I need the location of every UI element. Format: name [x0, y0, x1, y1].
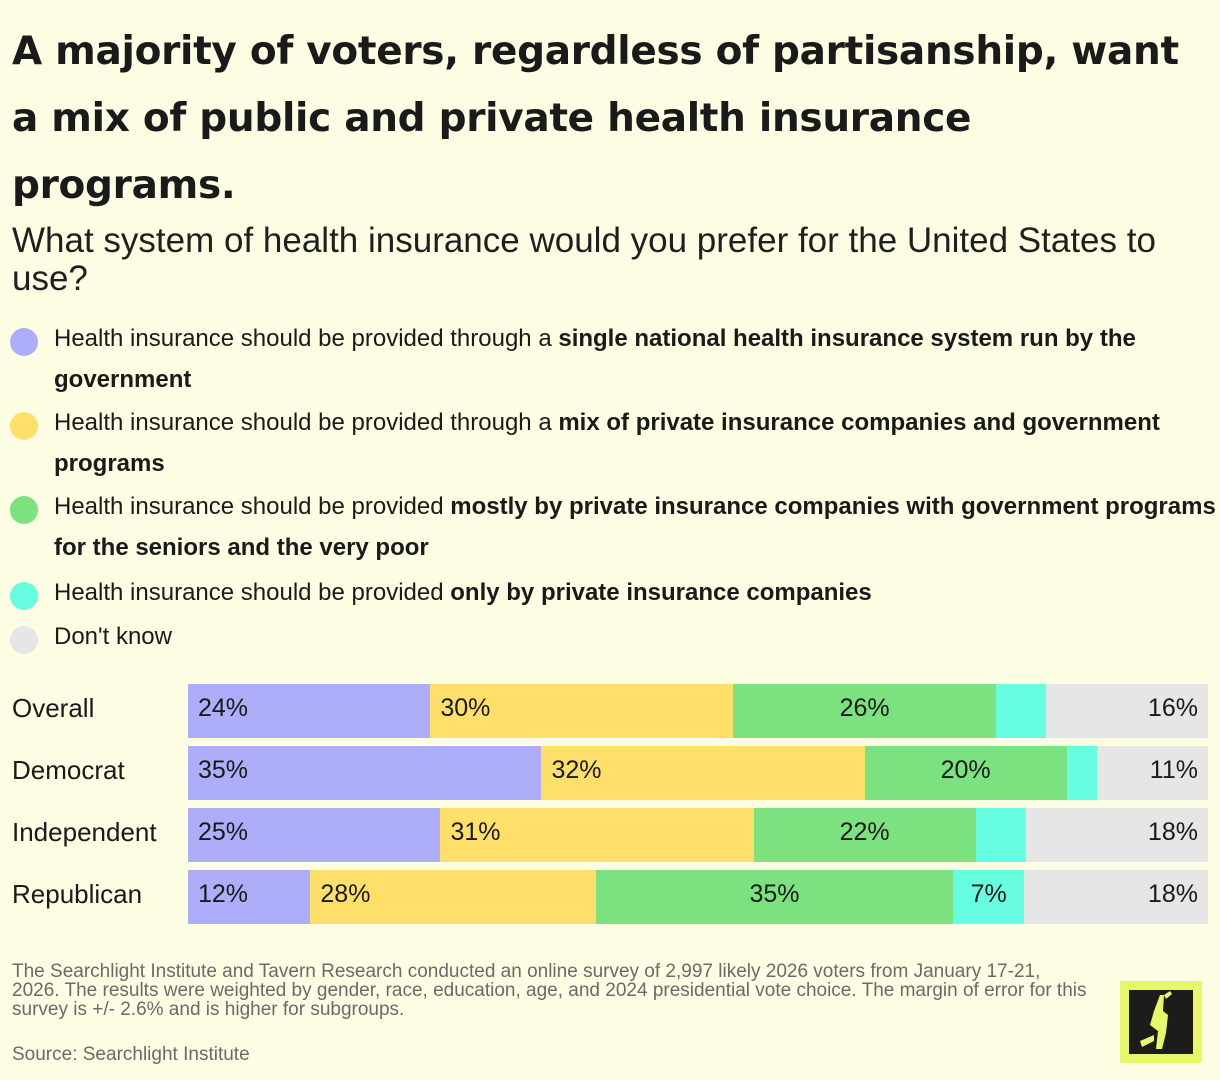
legend-swatch: [10, 496, 38, 524]
searchlight-figure-icon: [1129, 990, 1193, 1054]
bar-segment: 24%: [188, 684, 431, 738]
legend-label: Health insurance should be provided only…: [54, 572, 1220, 613]
legend-swatch: [10, 626, 38, 654]
chart-subtitle: What system of health insurance would yo…: [12, 221, 1156, 298]
chart-row: Independent 25% 31% 22% 18%: [0, 808, 1220, 862]
category-label: Independent: [12, 817, 157, 847]
bar-segment: 20%: [864, 746, 1067, 800]
category-label: Overall: [12, 693, 95, 723]
legend-item: Health insurance should be provided most…: [10, 486, 1220, 568]
bar-segment: 18%: [1024, 870, 1208, 924]
legend-label-prefix: Health insurance should be provided thro…: [54, 409, 559, 436]
data-label: 24%: [198, 694, 249, 722]
bar-segment: [975, 808, 1027, 862]
bar-segment: 18%: [1026, 808, 1208, 862]
bar-segment: [1066, 746, 1097, 800]
source-note: Source: Searchlight Institute: [12, 1044, 250, 1065]
legend-label: Health insurance should be provided thro…: [54, 402, 1220, 484]
data-label: 7%: [970, 880, 1007, 908]
data-label: 18%: [1147, 880, 1198, 908]
bar-segment: 16%: [1046, 684, 1208, 738]
bar-segment: 7%: [952, 870, 1025, 924]
bar-segment: 31%: [440, 808, 754, 862]
chart-row: Republican 12% 28% 35% 7% 18%: [0, 870, 1220, 924]
legend-swatch: [10, 582, 38, 610]
bar-segment: 35%: [595, 870, 953, 924]
bar-segment: [995, 684, 1047, 738]
legend-swatch: [10, 328, 38, 356]
legend-item: Health insurance should be provided thro…: [10, 402, 1220, 484]
data-label: 11%: [1149, 756, 1198, 784]
legend-label-prefix: Don't know: [54, 623, 172, 650]
footnote: The Searchlight Institute and Tavern Res…: [12, 961, 1087, 1020]
stacked-bar: 35% 32% 20% 11%: [188, 746, 1208, 800]
legend-item: Health insurance should be provided thro…: [10, 318, 1220, 400]
bar-segment: 25%: [188, 808, 441, 862]
bar-segment: 22%: [753, 808, 976, 862]
chart-row: Democrat 35% 32% 20% 11%: [0, 746, 1220, 800]
legend-swatch: [10, 412, 38, 440]
bar-segment: 28%: [310, 870, 596, 924]
chart-row: Overall 24% 30% 26% 16%: [0, 684, 1220, 738]
bar-segment: 11%: [1096, 746, 1208, 800]
legend-label: Health insurance should be provided thro…: [54, 318, 1220, 400]
legend-label-bold: mix of private insurance companies and g…: [54, 409, 1160, 477]
legend-item: Health insurance should be provided only…: [10, 572, 1220, 613]
legend-label: Don't know: [54, 616, 1220, 657]
stacked-bar: 12% 28% 35% 7% 18%: [188, 870, 1208, 924]
data-label: 20%: [940, 756, 991, 784]
legend-label-bold: only by private insurance companies: [450, 579, 872, 606]
data-label: 16%: [1147, 694, 1198, 722]
bar-segment: 32%: [541, 746, 865, 800]
data-label: 26%: [839, 694, 890, 722]
bar-segment: 35%: [188, 746, 542, 800]
data-label: 18%: [1147, 818, 1198, 846]
data-label: 30%: [440, 694, 491, 722]
data-label: 35%: [198, 756, 249, 784]
stacked-bar: 25% 31% 22% 18%: [188, 808, 1208, 862]
category-label: Democrat: [12, 755, 125, 785]
data-label: 35%: [749, 880, 800, 908]
category-label: Republican: [12, 879, 143, 909]
legend-label-bold: single national health insurance system …: [54, 325, 1136, 393]
data-label: 22%: [839, 818, 890, 846]
bar-segment: 12%: [188, 870, 311, 924]
legend-item: Don't know: [10, 616, 1220, 657]
stacked-bar: 24% 30% 26% 16%: [188, 684, 1208, 738]
data-label: 31%: [450, 818, 501, 846]
legend-label-prefix: Health insurance should be provided: [54, 579, 451, 606]
legend-label: Health insurance should be provided most…: [54, 486, 1220, 568]
data-label: 28%: [320, 880, 371, 908]
legend-label-bold: mostly by private insurance companies wi…: [54, 493, 1216, 561]
chart-title: A majority of voters, regardless of part…: [12, 29, 1179, 208]
bar-segment: 26%: [733, 684, 996, 738]
bar-segment: 30%: [430, 684, 734, 738]
data-label: 12%: [198, 880, 249, 908]
legend-label-prefix: Health insurance should be provided: [54, 493, 451, 520]
data-label: 32%: [551, 756, 602, 784]
searchlight-logo: [1120, 981, 1202, 1063]
legend-label-prefix: Health insurance should be provided thro…: [54, 325, 559, 352]
data-label: 25%: [198, 818, 249, 846]
